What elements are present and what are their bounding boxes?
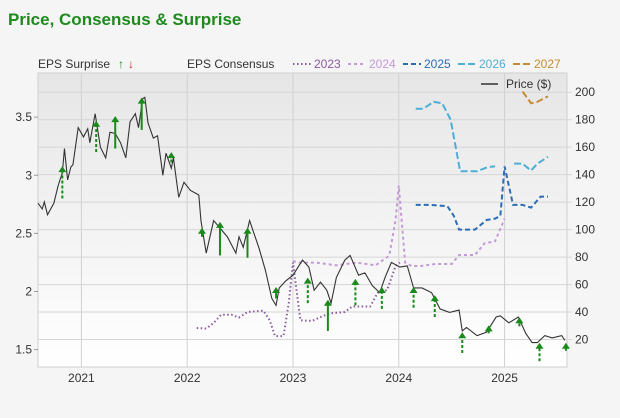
- consensus-line-2027: [521, 90, 549, 105]
- left-tick-label: 3.5: [15, 110, 32, 124]
- legend-label-2024: 2024: [369, 57, 396, 71]
- right-tick-label: 120: [575, 195, 595, 209]
- surprise-arrow-up-icon: [137, 97, 146, 104]
- surprise-arrow-up-icon: [535, 342, 544, 349]
- x-tick-label: 2025: [491, 371, 518, 385]
- consensus-line-2026: [415, 100, 496, 173]
- surprise-arrow-up-icon: [484, 325, 493, 332]
- legend-down-arrow-icon: ↓: [128, 57, 134, 71]
- surprise-arrow-up-icon: [430, 295, 439, 302]
- left-tick-label: 1.5: [15, 343, 32, 357]
- legend-label-2027: 2027: [534, 57, 561, 71]
- surprise-arrow-up-icon: [323, 299, 332, 306]
- right-tick-label: 160: [575, 140, 595, 154]
- legend: EPS Surprise ↑ ↓ EPS Consensus 2023 2024 2…: [38, 57, 561, 91]
- surprise-arrow-up-icon: [111, 116, 120, 123]
- surprise-arrow-up-icon: [215, 221, 224, 228]
- right-tick-label: 180: [575, 113, 595, 127]
- right-tick-label: 140: [575, 168, 595, 182]
- consensus-line-2025: [415, 166, 548, 231]
- right-tick-label: 40: [575, 305, 589, 319]
- legend-eps-surprise: EPS Surprise: [38, 57, 110, 71]
- legend-label-2025: 2025: [424, 57, 451, 71]
- legend-up-arrow-icon: ↑: [118, 57, 124, 71]
- chart-title: Price, Consensus & Surprise: [8, 10, 242, 29]
- surprise-arrow-up-icon: [303, 277, 312, 284]
- x-tick-label: 2021: [68, 371, 95, 385]
- legend-eps-consensus: EPS Consensus: [187, 57, 274, 71]
- surprise-arrow-up-icon: [167, 152, 176, 159]
- right-tick-label: 60: [575, 278, 589, 292]
- x-tick-label: 2023: [280, 371, 307, 385]
- left-tick-label: 2.5: [15, 226, 32, 240]
- surprise-arrow-up-icon: [409, 286, 418, 293]
- x-tick-label: 2022: [174, 371, 201, 385]
- surprise-arrow-up-icon: [243, 227, 252, 234]
- x-tick-label: 2024: [385, 371, 412, 385]
- surprise-arrow-up-icon: [58, 166, 67, 173]
- plot-area: [37, 72, 568, 368]
- surprise-arrow-up-icon: [351, 278, 360, 285]
- surprise-arrow-up-icon: [197, 227, 206, 234]
- legend-label-2026: 2026: [479, 57, 506, 71]
- legend-price: Price ($): [506, 77, 551, 91]
- right-tick-label: 200: [575, 85, 595, 99]
- consensus-line-2024: [292, 185, 506, 268]
- left-tick-label: 2: [25, 284, 32, 298]
- consensus-line-2026: [514, 155, 549, 172]
- surprise-arrow-up-icon: [561, 342, 570, 349]
- surprise-arrow-up-icon: [272, 286, 281, 293]
- left-tick-label: 3: [25, 168, 32, 182]
- surprise-arrow-up-icon: [458, 332, 467, 339]
- price-line: [37, 96, 566, 344]
- surprise-arrow-up-icon: [377, 286, 386, 293]
- right-tick-label: 80: [575, 250, 589, 264]
- consensus-line-2023: [196, 261, 401, 338]
- right-tick-label: 20: [575, 333, 589, 347]
- right-tick-label: 100: [575, 223, 595, 237]
- surprise-arrow-up-icon: [515, 317, 524, 324]
- legend-label-2023: 2023: [314, 57, 341, 71]
- surprise-arrow-up-icon: [92, 120, 101, 127]
